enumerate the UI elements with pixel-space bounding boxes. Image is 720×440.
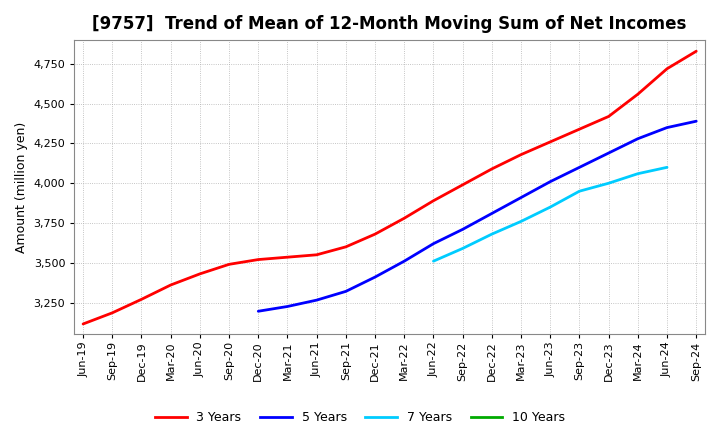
3 Years <box>662 66 671 71</box>
Y-axis label: Amount (million yen): Amount (million yen) <box>15 121 28 253</box>
5 Years <box>546 179 554 184</box>
Title: [9757]  Trend of Mean of 12-Month Moving Sum of Net Incomes: [9757] Trend of Mean of 12-Month Moving … <box>92 15 687 33</box>
7 Years <box>546 205 554 210</box>
3 Years <box>517 152 526 157</box>
3 Years <box>254 257 263 262</box>
5 Years <box>459 227 467 232</box>
5 Years <box>517 195 526 200</box>
3 Years <box>546 139 554 144</box>
3 Years <box>78 321 87 326</box>
5 Years <box>575 165 584 170</box>
3 Years <box>138 297 146 302</box>
3 Years <box>400 216 408 221</box>
3 Years <box>634 92 642 97</box>
Legend: 3 Years, 5 Years, 7 Years, 10 Years: 3 Years, 5 Years, 7 Years, 10 Years <box>150 407 570 429</box>
5 Years <box>312 297 321 303</box>
5 Years <box>341 289 350 294</box>
Line: 3 Years: 3 Years <box>83 51 696 324</box>
3 Years <box>341 244 350 249</box>
7 Years <box>487 231 496 237</box>
3 Years <box>692 48 701 54</box>
5 Years <box>429 241 438 246</box>
5 Years <box>283 304 292 309</box>
7 Years <box>429 259 438 264</box>
3 Years <box>312 252 321 257</box>
5 Years <box>487 211 496 216</box>
7 Years <box>604 180 613 186</box>
3 Years <box>225 262 233 267</box>
3 Years <box>166 282 175 288</box>
7 Years <box>459 246 467 251</box>
5 Years <box>692 118 701 124</box>
Line: 5 Years: 5 Years <box>258 121 696 311</box>
5 Years <box>400 259 408 264</box>
3 Years <box>196 271 204 276</box>
7 Years <box>662 165 671 170</box>
7 Years <box>634 171 642 176</box>
5 Years <box>604 150 613 156</box>
3 Years <box>459 182 467 187</box>
3 Years <box>487 166 496 172</box>
3 Years <box>575 127 584 132</box>
5 Years <box>662 125 671 130</box>
3 Years <box>429 198 438 203</box>
3 Years <box>283 254 292 260</box>
5 Years <box>371 275 379 280</box>
7 Years <box>517 219 526 224</box>
5 Years <box>634 136 642 141</box>
3 Years <box>604 114 613 119</box>
3 Years <box>371 231 379 237</box>
7 Years <box>575 189 584 194</box>
5 Years <box>254 308 263 314</box>
Line: 7 Years: 7 Years <box>433 167 667 261</box>
3 Years <box>108 310 117 315</box>
